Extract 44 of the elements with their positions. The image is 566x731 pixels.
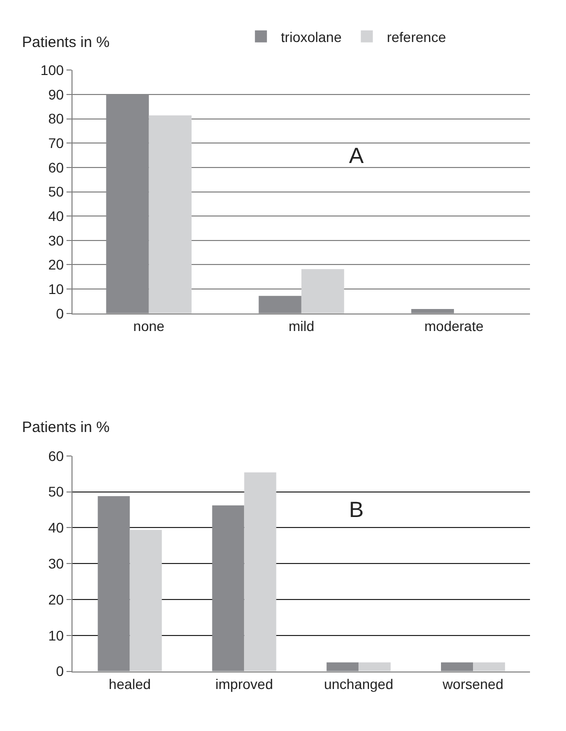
y-tick-label: 100 (40, 62, 64, 78)
legend-label: trioxolane (280, 28, 342, 45)
y-tick-label: 50 (48, 184, 64, 200)
y-tick-label: 80 (48, 110, 64, 127)
x-tick-label: worsened (442, 676, 504, 692)
y-tick-label: 0 (56, 305, 64, 322)
x-tick-label: mild (288, 318, 314, 334)
y-tick-label: 40 (48, 208, 64, 224)
y-tick-label: 20 (48, 591, 64, 608)
bar (212, 505, 244, 672)
y-tick-label: 10 (48, 280, 64, 297)
y-tick-label: 60 (48, 448, 64, 464)
bar (244, 472, 276, 672)
x-tick-label: moderate (424, 318, 484, 334)
bar (440, 662, 474, 672)
y-tick-label: 0 (56, 663, 64, 680)
x-tick-label: healed (108, 676, 151, 692)
legend-label: reference (386, 28, 446, 45)
bar (473, 662, 506, 672)
bar (130, 530, 162, 672)
y-tick-label: 90 (48, 86, 64, 102)
annotation: B (349, 497, 364, 522)
bar (258, 296, 302, 314)
bar (411, 308, 454, 314)
y-tick-label: 40 (48, 520, 64, 536)
annotation: A (349, 143, 364, 168)
y-tick-label: 70 (48, 135, 64, 152)
y-tick-label: 20 (48, 256, 64, 273)
bar (148, 115, 192, 314)
bar (106, 94, 149, 314)
y-axis-title: Patients in % (22, 419, 110, 436)
x-tick-label: none (133, 318, 165, 334)
x-tick-label: unchanged (324, 676, 394, 692)
x-tick-label: improved (215, 676, 274, 692)
y-tick-label: 30 (48, 232, 64, 248)
y-tick-label: 10 (48, 627, 64, 644)
bar (98, 496, 130, 672)
y-tick-label: 50 (48, 484, 64, 500)
bar (358, 662, 391, 672)
y-axis-title: Patients in % (22, 34, 110, 51)
bar (326, 662, 359, 672)
bar (301, 269, 344, 314)
y-tick-label: 30 (48, 555, 64, 572)
y-tick-label: 60 (48, 159, 64, 176)
